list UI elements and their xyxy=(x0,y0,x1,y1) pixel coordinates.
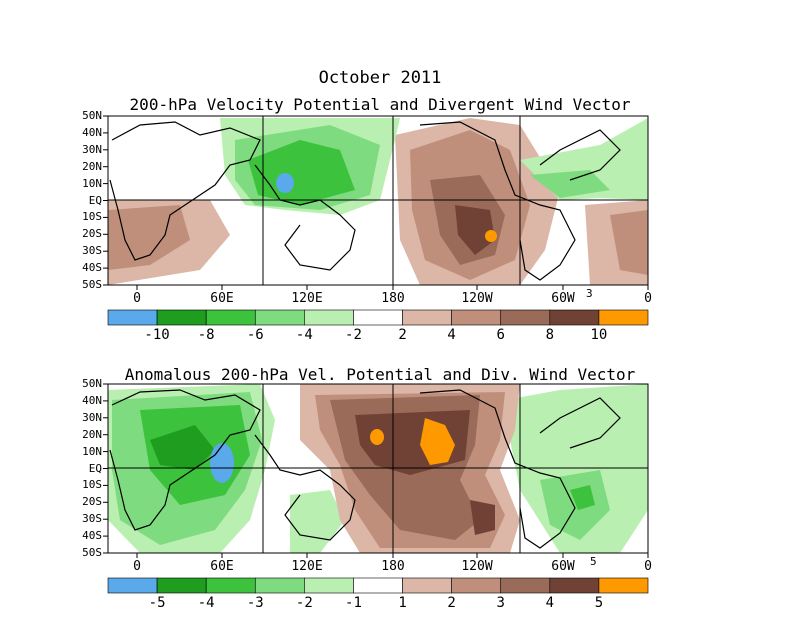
panel2-lon-label: 0 xyxy=(133,559,141,574)
panel2-colorbar-label: -4 xyxy=(197,595,215,611)
panel2-grid xyxy=(107,383,649,554)
panel2-lat-label: 20S xyxy=(82,495,102,509)
panel1-colorbar-swatch xyxy=(304,309,354,326)
panel1-lon-label: 120E xyxy=(291,291,323,306)
panel2-lat-label: 50S xyxy=(82,546,102,559)
panel2-colorbar-swatch xyxy=(156,577,207,594)
panel1-colorbar-swatch xyxy=(353,309,403,326)
panel2-vector-scale: 5 xyxy=(590,555,597,568)
panel2-colorbar-swatch xyxy=(549,577,600,594)
panel2-lat-label: 40S xyxy=(82,529,102,543)
panel2-lat-label: EQ xyxy=(88,461,102,475)
panel2-lat-label: 20N xyxy=(82,427,102,441)
panel2-title: Anomalous 200-hPa Vel. Potential and Div… xyxy=(124,365,636,384)
panel2-lat-label: 10N xyxy=(82,444,102,458)
panel1-map xyxy=(103,115,649,290)
panel1-lat-label: 10S xyxy=(82,210,102,224)
panel1-lon-label: 0 xyxy=(133,291,141,306)
panel2-colorbar-swatch xyxy=(205,577,256,594)
panel2-colorbar-label: 4 xyxy=(545,595,555,611)
panel1-lat-label: 10N xyxy=(82,176,102,190)
panel1-colorbar xyxy=(107,309,649,326)
panel2-colorbar-label: -5 xyxy=(148,595,166,611)
panel1-lat-label: 40S xyxy=(82,261,102,275)
panel1-lat-label: 20S xyxy=(82,227,102,241)
panel1-colorbar-label: 8 xyxy=(545,327,555,343)
panel2-colorbar-swatch xyxy=(254,577,305,594)
panel1-grid xyxy=(107,115,649,286)
panel1-vector-scale-value: 3 xyxy=(586,287,593,300)
panel2-colorbar-label: 3 xyxy=(496,595,505,611)
figure-title: October 2011 xyxy=(318,68,442,88)
panel1-colorbar-label: -8 xyxy=(197,327,215,343)
panel1-colorbar-swatch xyxy=(451,309,502,326)
panel1-coastlines xyxy=(109,121,621,281)
panel1-lon-label: 120W xyxy=(461,291,493,306)
panel2-lon-label: 0 xyxy=(644,559,652,574)
panel1-lon-label: 60E xyxy=(210,291,234,306)
panel2-colorbar-label: 2 xyxy=(447,595,456,611)
panel1-colorbar-label: 6 xyxy=(496,327,505,343)
panel1-ticks xyxy=(103,115,649,290)
panel1-colorbar-swatch xyxy=(402,309,452,326)
panel1-lon-label: 60W xyxy=(551,291,575,306)
panel2-lat-label: 10S xyxy=(82,478,102,492)
panel1-colorbar-label: -10 xyxy=(144,327,170,343)
panel1-lon-label: 180 xyxy=(381,291,405,306)
panel1-colorbar-label: 10 xyxy=(590,327,608,343)
panel1-colorbar-swatch xyxy=(500,309,551,326)
panel2-colorbar-label: 5 xyxy=(594,595,604,611)
panel2-lon-label: 60E xyxy=(210,559,234,574)
panel2-colorbar-label: -2 xyxy=(295,595,313,611)
panel2-colorbar-swatch xyxy=(451,577,502,594)
panel1-colorbar-label: -6 xyxy=(246,327,264,343)
panel1-lat-label: 30N xyxy=(82,142,102,156)
panel1-title: 200-hPa Velocity Potential and Divergent… xyxy=(129,95,631,114)
panel2-lat-label: 40N xyxy=(82,393,102,407)
panel2-lon-label: 60W xyxy=(551,559,575,574)
panel2-colorbar-label: -1 xyxy=(345,595,362,611)
panel2-colorbar-swatch xyxy=(598,577,649,594)
panel1-colorbar-label: 2 xyxy=(398,327,407,343)
panel1-colorbar-swatch xyxy=(254,309,305,326)
panel2-colorbar-swatch xyxy=(500,577,551,594)
panel1-lon-label: 0 xyxy=(644,291,652,306)
panel1-vector-scale: 3 xyxy=(586,287,593,300)
panel2-map xyxy=(103,383,649,558)
panel2-lon-label: 120W xyxy=(461,559,493,574)
panel1-lat-label: 50S xyxy=(82,278,102,291)
panel2-colorbar-swatch xyxy=(107,577,158,594)
panel2-colorbar-label: 1 xyxy=(398,595,407,611)
panel1-lat-label: 30S xyxy=(82,244,102,258)
panel2-lon-label: 180 xyxy=(381,559,405,574)
panel2-colorbar-swatch xyxy=(402,577,452,594)
panel1-colorbar-swatch xyxy=(205,309,256,326)
panel1-colorbar-label: -4 xyxy=(295,327,313,343)
panel2-lat-label: 30S xyxy=(82,512,102,526)
panel1-colorbar-swatch xyxy=(598,309,649,326)
panel1-colorbar-label: -2 xyxy=(345,327,362,343)
panel2-colorbar-swatch xyxy=(353,577,403,594)
panel2-colorbar-swatch xyxy=(304,577,354,594)
panel1-lat-label: 20N xyxy=(82,159,102,173)
panel2-lat-label: 30N xyxy=(82,410,102,424)
panel1-colorbar-swatch xyxy=(156,309,207,326)
panel1-lat-label: 40N xyxy=(82,125,102,139)
panel2-ticks xyxy=(103,383,649,558)
panel2-lat-label: 50N xyxy=(82,377,102,390)
panel2-colorbar xyxy=(107,577,649,594)
panel1-colorbar-label: 4 xyxy=(447,327,456,343)
panel1-lat-label: EQ xyxy=(88,193,102,207)
panel1-colorbar-swatch xyxy=(549,309,600,326)
panel1-lat-label: 50N xyxy=(82,109,102,122)
panel2-lon-label: 120E xyxy=(291,559,323,574)
panel2-vector-scale-value: 5 xyxy=(590,555,597,568)
panel2-colorbar-label: -3 xyxy=(246,595,264,611)
panel1-colorbar-swatch xyxy=(107,309,158,326)
